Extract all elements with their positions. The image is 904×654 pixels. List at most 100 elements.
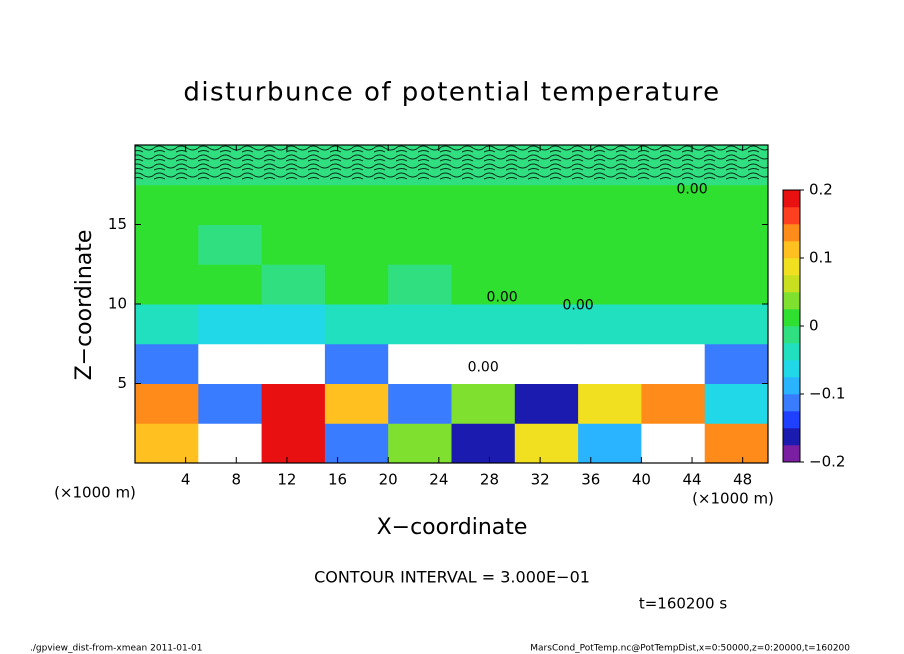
- heat-cell: [514, 304, 579, 345]
- x-tick-label: 44: [682, 471, 701, 489]
- heat-cell: [135, 423, 199, 464]
- heat-cell: [261, 224, 326, 265]
- heat-cell: [704, 224, 769, 265]
- contour-label: 0.00: [468, 360, 499, 376]
- colorbar-swatch: [783, 309, 800, 327]
- x-tick-label: 4: [181, 471, 191, 489]
- colorbar-swatch: [783, 411, 800, 429]
- colorbar-tick-label: 0.1: [809, 249, 833, 267]
- heat-cell: [578, 304, 642, 345]
- heat-cell: [261, 343, 326, 384]
- colorbar-swatch: [783, 360, 800, 378]
- x-tick-label: 40: [632, 471, 651, 489]
- x-axis-label: X−coordinate: [377, 515, 528, 540]
- heat-cell: [324, 423, 389, 464]
- plot-area: [135, 145, 769, 464]
- colorbar-swatch: [783, 445, 800, 463]
- heat-cell: [704, 264, 769, 305]
- heat-cell: [514, 184, 579, 225]
- heat-cell: [198, 224, 263, 265]
- x-tick-label: 16: [328, 471, 347, 489]
- heat-cell: [641, 383, 706, 424]
- footer-right: MarsCond_PotTemp.nc@PotTempDist,x=0:5000…: [530, 644, 850, 654]
- x-tick-label: 32: [531, 471, 550, 489]
- x-unit-left: (×1000 m): [54, 484, 136, 502]
- heat-cell: [578, 423, 642, 464]
- heat-cell: [198, 304, 263, 345]
- heat-cell: [135, 304, 199, 345]
- heat-cell: [198, 184, 263, 225]
- colorbar-tick-label: 0: [809, 317, 819, 335]
- heat-cell: [388, 184, 452, 225]
- heat-cell: [704, 184, 769, 225]
- colorbar-swatch: [783, 343, 800, 361]
- heat-cell: [451, 304, 516, 345]
- heat-cell: [324, 343, 389, 384]
- contour-label: 0.00: [676, 182, 707, 198]
- heat-cell: [514, 224, 579, 265]
- x-tick-label: 12: [277, 471, 296, 489]
- heat-cell: [578, 224, 642, 265]
- heat-cell: [578, 264, 642, 305]
- heat-cell: [451, 423, 516, 464]
- x-tick-label: 36: [581, 471, 600, 489]
- y-axis-label: Z−coordinate: [72, 230, 97, 381]
- colorbar-swatch: [783, 275, 800, 293]
- x-tick-label: 8: [232, 471, 242, 489]
- heat-cell: [198, 383, 263, 424]
- heat-cell: [578, 343, 642, 384]
- colorbar-swatch: [783, 190, 800, 208]
- heat-cell: [514, 383, 579, 424]
- heat-cell: [324, 224, 389, 265]
- heat-cell: [514, 423, 579, 464]
- heat-cell: [641, 343, 706, 384]
- heat-cell: [578, 184, 642, 225]
- heat-cell: [135, 383, 199, 424]
- colorbar-swatch: [783, 258, 800, 276]
- heat-cell: [324, 264, 389, 305]
- contour-label: 0.00: [487, 290, 518, 306]
- chart-title: disturbunce of potential temperature: [183, 78, 720, 108]
- heat-cell: [324, 184, 389, 225]
- footer-left: ./gpview_dist-from-xmean 2011-01-01: [30, 644, 202, 654]
- heat-cell: [514, 264, 579, 305]
- heat-cell: [451, 264, 516, 305]
- heat-cell: [198, 264, 263, 305]
- heat-cell: [388, 224, 452, 265]
- heat-cell: [704, 423, 769, 464]
- colorbar-swatch: [783, 292, 800, 310]
- x-tick-label: 28: [480, 471, 499, 489]
- heat-cell: [388, 423, 452, 464]
- heat-cell: [388, 343, 452, 384]
- heat-cell: [261, 264, 326, 305]
- x-tick-label: 20: [379, 471, 398, 489]
- x-tick-label: 24: [429, 471, 448, 489]
- heat-cell: [704, 304, 769, 345]
- y-tick-label: 10: [108, 295, 127, 313]
- heat-cell: [388, 383, 452, 424]
- y-tick-label: 15: [108, 215, 127, 233]
- colorbar-swatch: [783, 377, 800, 395]
- heat-cell: [135, 224, 199, 265]
- heat-cell: [135, 264, 199, 305]
- colorbar-swatch: [783, 326, 800, 344]
- heat-cell: [641, 224, 706, 265]
- heat-cell: [388, 304, 452, 345]
- colorbar-swatch: [783, 207, 800, 225]
- heat-cell: [451, 343, 516, 384]
- heat-cell: [198, 343, 263, 384]
- heat-cell: [641, 423, 706, 464]
- heat-cell: [135, 343, 199, 384]
- x-unit-right: (×1000 m): [692, 490, 774, 508]
- heat-cell: [514, 343, 579, 384]
- heat-cell: [261, 304, 326, 345]
- heat-cell: [641, 264, 706, 305]
- colorbar-swatch: [783, 394, 800, 412]
- heat-cell: [451, 184, 516, 225]
- heat-cell: [578, 383, 642, 424]
- colorbar-swatch: [783, 241, 800, 259]
- heat-cell: [324, 304, 389, 345]
- colorbar-tick-label: −0.1: [809, 385, 845, 403]
- heat-cell: [704, 383, 769, 424]
